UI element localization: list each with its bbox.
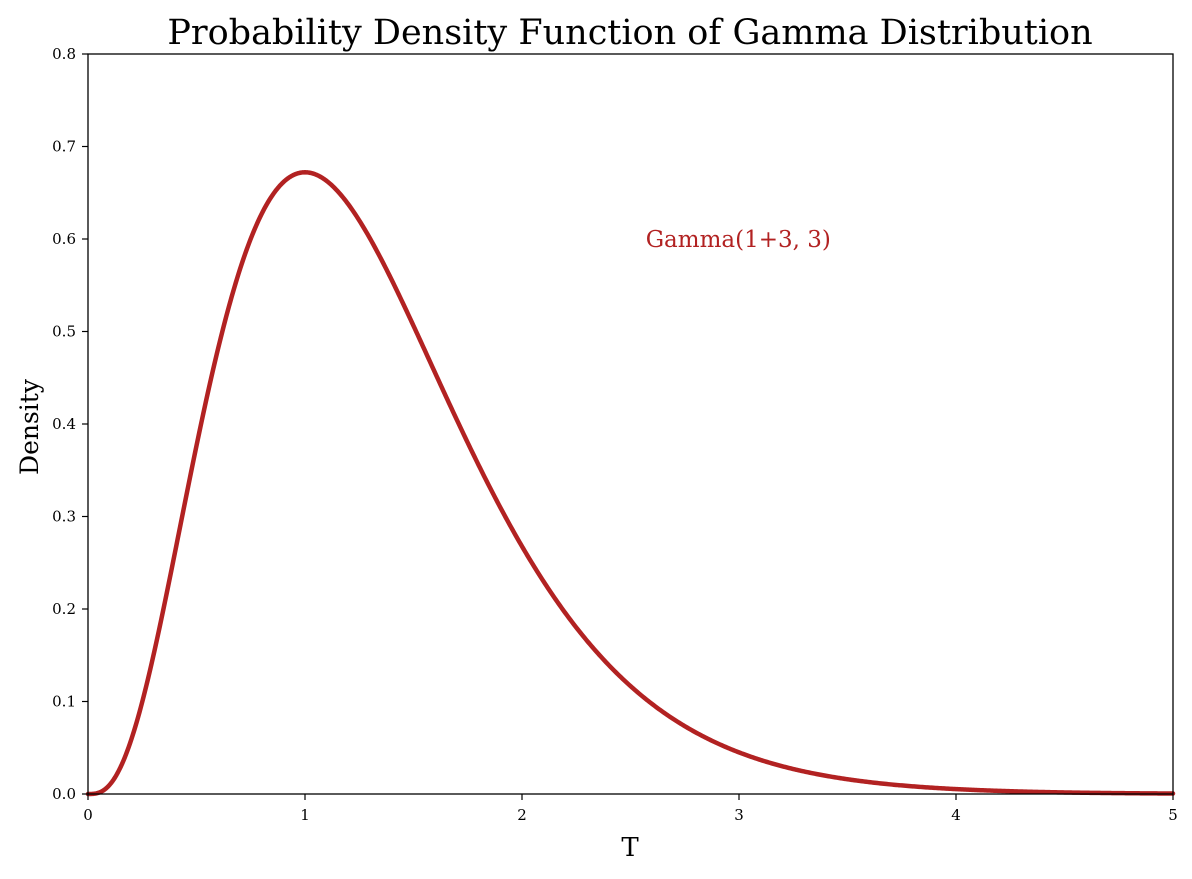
y-tick-label-2: 0.2 xyxy=(52,600,76,618)
x-tick-label-5: 5 xyxy=(1168,806,1178,824)
y-tick-label-6: 0.6 xyxy=(52,230,76,248)
y-tick-label-3: 0.3 xyxy=(52,508,76,526)
y-tick-label-4: 0.4 xyxy=(52,415,76,433)
y-axis-label: Density xyxy=(15,378,44,475)
plot-layer: 0 1 2 3 4 5 0.0 0.1 0.2 0.3 0.4 0.5 0.6 0.7 0.8 Gamma(1… xyxy=(52,45,1178,824)
y-tick-label-7: 0.7 xyxy=(52,138,76,156)
y-tick-label-1: 0.1 xyxy=(52,693,76,711)
x-tick-label-1: 1 xyxy=(300,806,310,824)
x-tick-label-4: 4 xyxy=(951,806,961,824)
x-tick-label-2: 2 xyxy=(517,806,527,824)
y-tick-label-8: 0.8 xyxy=(52,45,76,63)
x-tick-label-3: 3 xyxy=(734,806,744,824)
chart-title: Probability Density Function of Gamma Di… xyxy=(167,13,1092,53)
x-tick-label-0: 0 xyxy=(83,806,93,824)
series-line-0 xyxy=(85,170,1176,797)
y-tick-label-5: 0.5 xyxy=(52,323,76,341)
x-axis-label: T xyxy=(621,833,639,863)
y-tick-label-0: 0.0 xyxy=(52,785,76,803)
curve-annotation-0: Gamma(1+3, 3) xyxy=(646,227,831,253)
